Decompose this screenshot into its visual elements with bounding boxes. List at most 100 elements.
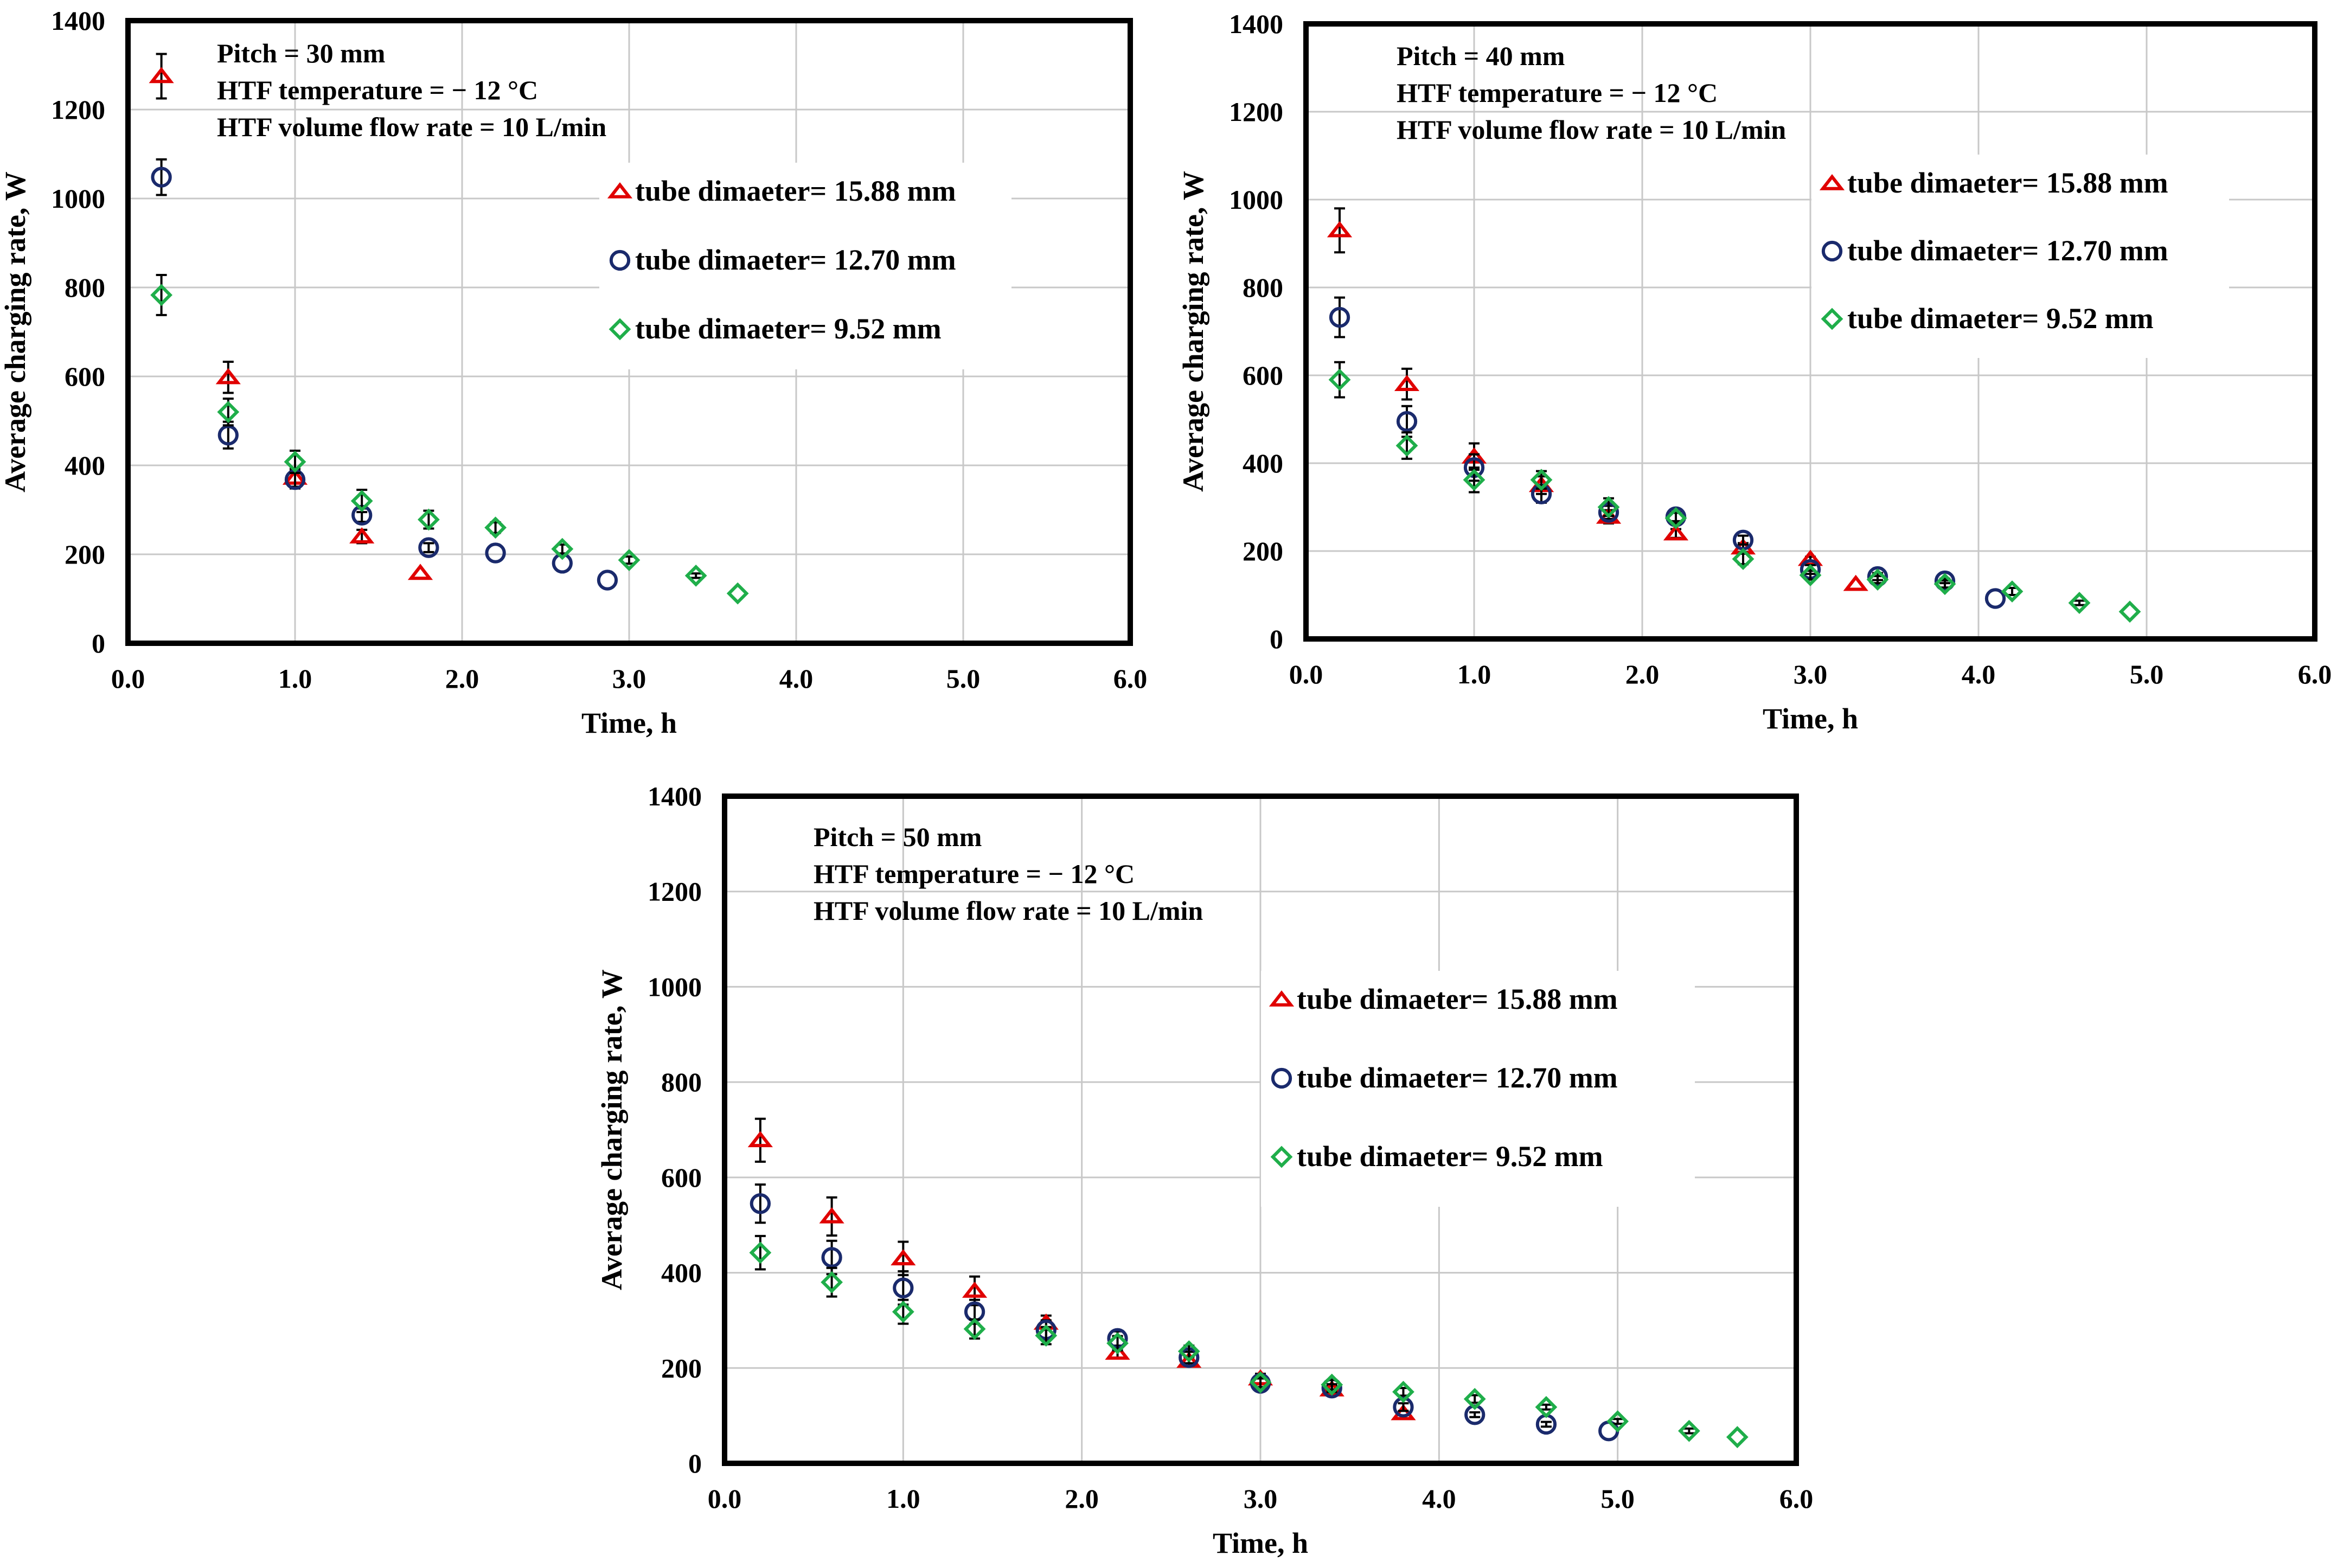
data-point-triangle	[747, 1131, 773, 1148]
legend-label: tube dimaeter= 15.88 mm	[635, 175, 956, 207]
y-axis-title: Average charging rate, W	[596, 969, 628, 1290]
data-point-diamond	[284, 451, 306, 473]
y-tick-label: 1400	[51, 5, 105, 36]
data-point-diamond	[1933, 573, 1956, 596]
data-point-diamond	[1597, 496, 1620, 519]
x-tick-label: 6.0	[1779, 1483, 1814, 1514]
legend-background	[1261, 971, 1695, 1207]
y-tick-label: 1200	[51, 94, 105, 125]
x-tick-label: 1.0	[1457, 659, 1491, 689]
data-point-circle	[893, 1277, 914, 1298]
legend-label: tube dimaeter= 15.88 mm	[1297, 983, 1618, 1015]
data-point-triangle	[215, 368, 241, 385]
data-point-diamond	[1732, 548, 1755, 570]
x-tick-label: 3.0	[1794, 659, 1828, 689]
data-point-triangle	[349, 527, 375, 543]
y-tick-label: 1000	[1229, 184, 1283, 215]
data-point-diamond	[1606, 1410, 1629, 1433]
legend-label: tube dimaeter= 15.88 mm	[1847, 167, 2168, 199]
data-point-diamond	[1799, 564, 1822, 586]
y-tick-label: 1200	[1229, 97, 1283, 127]
data-point-diamond	[1664, 507, 1687, 529]
data-point-diamond	[726, 582, 749, 605]
legend-label: tube dimaeter= 9.52 mm	[635, 312, 942, 345]
legend-label: tube dimaeter= 12.70 mm	[635, 244, 956, 276]
annotation-text: HTF temperature = − 12 °C	[814, 859, 1135, 889]
legend-label: tube dimaeter= 12.70 mm	[1297, 1061, 1618, 1094]
data-point-triangle	[819, 1207, 844, 1224]
data-point-diamond	[150, 284, 172, 306]
y-tick-label: 1400	[1229, 9, 1283, 39]
data-point-triangle	[149, 67, 174, 84]
annotation-text: HTF temperature = − 12 °C	[1397, 78, 1718, 108]
data-point-diamond	[618, 549, 641, 572]
legend-label: tube dimaeter= 9.52 mm	[1297, 1140, 1603, 1173]
data-point-diamond	[821, 1271, 843, 1294]
data-point-diamond	[1392, 1380, 1414, 1403]
x-tick-label: 4.0	[1422, 1483, 1456, 1514]
data-point-diamond	[1106, 1332, 1129, 1354]
data-point-diamond	[217, 401, 240, 423]
y-tick-label: 200	[661, 1353, 702, 1383]
data-point-diamond	[1726, 1426, 1749, 1449]
legend-marker-diamond	[1821, 308, 1843, 330]
y-axis-title: Average charging rate, W	[1177, 171, 1209, 492]
legend-marker-diamond	[609, 318, 631, 341]
x-tick-label: 0.0	[111, 663, 145, 694]
annotation-text: Pitch = 50 mm	[814, 822, 982, 852]
legend-marker-triangle	[607, 182, 633, 199]
data-point-circle	[597, 569, 618, 591]
data-point-diamond	[1035, 1324, 1058, 1347]
x-tick-label: 2.0	[445, 663, 479, 694]
data-point-diamond	[749, 1241, 772, 1264]
legend-marker-diamond	[1270, 1145, 1293, 1168]
y-tick-label: 600	[661, 1162, 702, 1193]
y-tick-label: 0	[92, 628, 105, 658]
y-tick-label: 400	[661, 1258, 702, 1288]
y-tick-label: 1000	[648, 971, 702, 1002]
y-axis-title: Average charging rate, W	[0, 171, 31, 492]
data-point-diamond	[1321, 1373, 1343, 1396]
legend-marker-triangle	[1269, 990, 1295, 1007]
x-tick-label: 6.0	[2298, 659, 2332, 689]
y-tick-label: 800	[661, 1067, 702, 1097]
y-tick-label: 1200	[648, 876, 702, 907]
data-point-triangle	[1105, 1343, 1130, 1360]
legend-background	[1811, 155, 2229, 358]
x-tick-label: 4.0	[779, 663, 814, 694]
data-point-triangle	[962, 1281, 988, 1298]
series-diamond	[749, 1234, 1749, 1449]
x-axis-title: Time, h	[581, 707, 677, 739]
data-point-diamond	[1463, 469, 1486, 491]
plot-frame	[1303, 21, 2317, 642]
legend-background	[599, 163, 1011, 369]
x-tick-label: 0.0	[1289, 659, 1323, 689]
data-point-diamond	[484, 516, 507, 539]
annotation-text: HTF volume flow rate = 10 L/min	[814, 895, 1203, 926]
data-point-diamond	[1530, 469, 1553, 491]
y-tick-label: 600	[65, 361, 105, 392]
annotation-text: Pitch = 30 mm	[217, 38, 385, 68]
x-tick-label: 2.0	[1065, 1483, 1099, 1514]
data-point-diamond	[1678, 1419, 1700, 1442]
annotation-text: HTF volume flow rate = 10 L/min	[217, 112, 606, 142]
legend-marker-circle	[609, 249, 631, 271]
data-point-circle	[1867, 566, 1888, 587]
data-point-circle	[151, 167, 172, 188]
data-point-diamond	[1395, 434, 1418, 457]
y-tick-label: 0	[1270, 624, 1283, 654]
data-point-circle	[1984, 588, 2006, 609]
legend-marker-triangle	[1819, 174, 1845, 190]
x-tick-label: 1.0	[278, 663, 312, 694]
series-diamond	[150, 274, 749, 605]
x-tick-label: 0.0	[708, 1483, 742, 1514]
annotation-text: HTF volume flow rate = 10 L/min	[1397, 114, 1786, 145]
data-point-diamond	[892, 1301, 914, 1323]
y-tick-label: 200	[65, 539, 105, 569]
data-point-triangle	[407, 564, 433, 580]
chart-panel-pitch-40: Pitch = 40 mm HTF temperature = − 12 °C HT…	[1177, 9, 2332, 735]
y-tick-label: 800	[1243, 272, 1283, 303]
legend-label: tube dimaeter= 9.52 mm	[1847, 302, 2154, 335]
data-point-diamond	[1328, 368, 1351, 391]
